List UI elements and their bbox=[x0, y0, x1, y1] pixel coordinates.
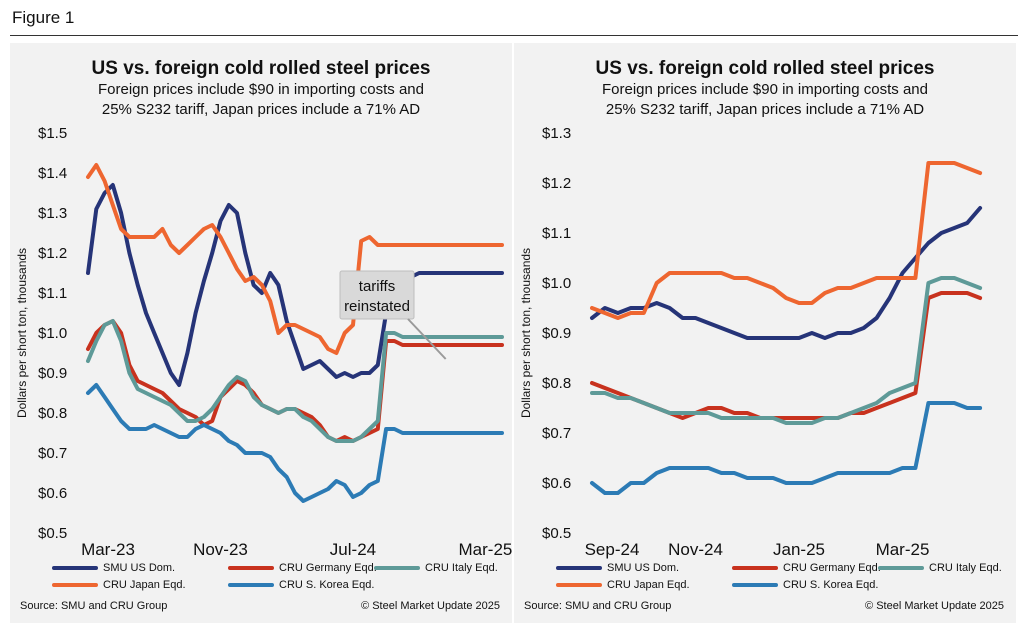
y-tick-label: $1.1 bbox=[542, 225, 571, 242]
y-tick-label: $0.6 bbox=[542, 475, 571, 492]
legend-item-cru-italy-eqd: CRU Italy Eqd. bbox=[374, 562, 498, 574]
source-note: Source: SMU and CRU Group bbox=[524, 600, 672, 612]
chart-panel-left: US vs. foreign cold rolled steel prices … bbox=[10, 43, 512, 623]
legend-label: CRU Germany Eqd. bbox=[783, 562, 881, 574]
legend-item-cru-s-korea-eqd: CRU S. Korea Eqd. bbox=[732, 579, 878, 591]
chart-subtitle-line1: Foreign prices include $90 in importing … bbox=[97, 81, 424, 98]
legend-item-cru-italy-eqd: CRU Italy Eqd. bbox=[878, 562, 1002, 574]
legend-label: SMU US Dom. bbox=[103, 562, 176, 574]
x-tick-label: Mar-23 bbox=[81, 540, 135, 559]
callout-pointer bbox=[407, 318, 447, 360]
callout-text-line1: tariffs bbox=[359, 278, 395, 295]
copyright-note: © Steel Market Update 2025 bbox=[865, 600, 1004, 612]
legend-item-cru-japan-eqd: CRU Japan Eqd. bbox=[556, 579, 690, 591]
tariffs-callout: tariffs reinstated bbox=[339, 270, 447, 360]
legend-item-cru-germany-eqd: CRU Germany Eqd. bbox=[228, 562, 377, 574]
chart-title: US vs. foreign cold rolled steel prices bbox=[595, 58, 935, 79]
y-tick-label: $0.7 bbox=[542, 425, 571, 442]
series-line-cru-japan-eqd bbox=[590, 161, 983, 320]
y-tick-label: $0.9 bbox=[38, 365, 67, 382]
legend-label: CRU Italy Eqd. bbox=[929, 562, 1002, 574]
y-axis-label: Dollars per short ton, thousands bbox=[15, 248, 29, 418]
x-tick-label: Mar-25 bbox=[459, 540, 512, 559]
legend-swatch bbox=[52, 583, 98, 588]
y-tick-label: $0.6 bbox=[38, 485, 67, 502]
y-tick-label: $0.5 bbox=[38, 525, 67, 542]
line-chart: $0.5 $0.6 $0.7 $0.8 $0.9 $1.0 $1.1 $1.2 $1.3 Doll… bbox=[519, 125, 983, 559]
chart-panel-right: US vs. foreign cold rolled steel prices … bbox=[514, 43, 1016, 623]
figure-divider bbox=[10, 35, 1018, 36]
y-tick-label: $0.9 bbox=[542, 325, 571, 342]
callout-box bbox=[339, 270, 415, 320]
y-tick-label: $0.7 bbox=[38, 445, 67, 462]
source-note: Source: SMU and CRU Group bbox=[20, 600, 168, 612]
x-tick-label: Sep-24 bbox=[585, 540, 640, 559]
legend-swatch bbox=[556, 583, 602, 588]
legend-swatch bbox=[732, 583, 778, 588]
y-tick-label: $0.8 bbox=[542, 375, 571, 392]
legend-label: CRU Italy Eqd. bbox=[425, 562, 498, 574]
y-tick-label: $1.3 bbox=[38, 205, 67, 222]
legend-label: CRU S. Korea Eqd. bbox=[279, 579, 375, 591]
series-line-smu-us-dom bbox=[590, 206, 983, 340]
legend-item-cru-japan-eqd: CRU Japan Eqd. bbox=[52, 579, 186, 591]
legend-label: CRU Japan Eqd. bbox=[103, 579, 186, 591]
legend-label: CRU Japan Eqd. bbox=[607, 579, 690, 591]
y-tick-label: $1.0 bbox=[38, 325, 67, 342]
legend-item-cru-s-korea-eqd: CRU S. Korea Eqd. bbox=[228, 579, 374, 591]
y-tick-label: $1.2 bbox=[542, 175, 571, 192]
legend-item-smu-us-dom: SMU US Dom. bbox=[556, 562, 679, 574]
x-tick-label: Nov-23 bbox=[193, 540, 248, 559]
line-chart: $0.5 $0.6 $0.7 $0.8 $0.9 $1.0 $1.1 $1.2 $1.3 $1.4… bbox=[15, 125, 512, 559]
legend-swatch bbox=[732, 566, 778, 571]
legend-swatch bbox=[228, 566, 274, 571]
copyright-note: © Steel Market Update 2025 bbox=[361, 600, 500, 612]
y-tick-label: $1.3 bbox=[542, 125, 571, 142]
x-tick-label: Nov-24 bbox=[668, 540, 723, 559]
chart-subtitle-line2: 25% S232 tariff, Japan prices include a … bbox=[605, 101, 925, 118]
y-tick-label: $1.2 bbox=[38, 245, 67, 262]
legend-label: SMU US Dom. bbox=[607, 562, 680, 574]
legend-swatch bbox=[228, 583, 274, 588]
chart-title: US vs. foreign cold rolled steel prices bbox=[91, 58, 431, 79]
y-tick-label: $1.0 bbox=[542, 275, 571, 292]
y-tick-label: $1.4 bbox=[38, 165, 67, 182]
chart-subtitle-line1: Foreign prices include $90 in importing … bbox=[601, 81, 928, 98]
legend-swatch bbox=[556, 566, 602, 571]
y-tick-label: $1.1 bbox=[38, 285, 67, 302]
y-tick-label: $0.5 bbox=[542, 525, 571, 542]
series-line-cru-italy-eqd bbox=[86, 319, 504, 443]
y-axis-label: Dollars per short ton, thousands bbox=[519, 248, 533, 418]
y-tick-label: $0.8 bbox=[38, 405, 67, 422]
chart-subtitle-line2: 25% S232 tariff, Japan prices include a … bbox=[101, 101, 421, 118]
legend-item-smu-us-dom: SMU US Dom. bbox=[52, 562, 175, 574]
legend-item-cru-germany-eqd: CRU Germany Eqd. bbox=[732, 562, 881, 574]
legend-label: CRU Germany Eqd. bbox=[279, 562, 377, 574]
x-tick-label: Jan-25 bbox=[773, 540, 825, 559]
series-line-cru-italy-eqd bbox=[590, 276, 983, 425]
series-line-cru-s-korea-eqd bbox=[590, 401, 983, 495]
series-line-cru-japan-eqd bbox=[86, 163, 504, 355]
x-tick-label: Mar-25 bbox=[876, 540, 930, 559]
series-line-smu-us-dom bbox=[86, 183, 504, 387]
legend-swatch bbox=[374, 566, 420, 571]
legend-swatch bbox=[878, 566, 924, 571]
y-tick-label: $1.5 bbox=[38, 125, 67, 142]
figure-label: Figure 1 bbox=[12, 8, 75, 27]
series-line-cru-germany-eqd bbox=[590, 291, 983, 420]
legend-swatch bbox=[52, 566, 98, 571]
legend-label: CRU S. Korea Eqd. bbox=[783, 579, 879, 591]
callout-text-line2: reinstated bbox=[344, 298, 410, 315]
x-tick-label: Jul-24 bbox=[330, 540, 376, 559]
series-line-cru-s-korea-eqd bbox=[86, 383, 504, 503]
